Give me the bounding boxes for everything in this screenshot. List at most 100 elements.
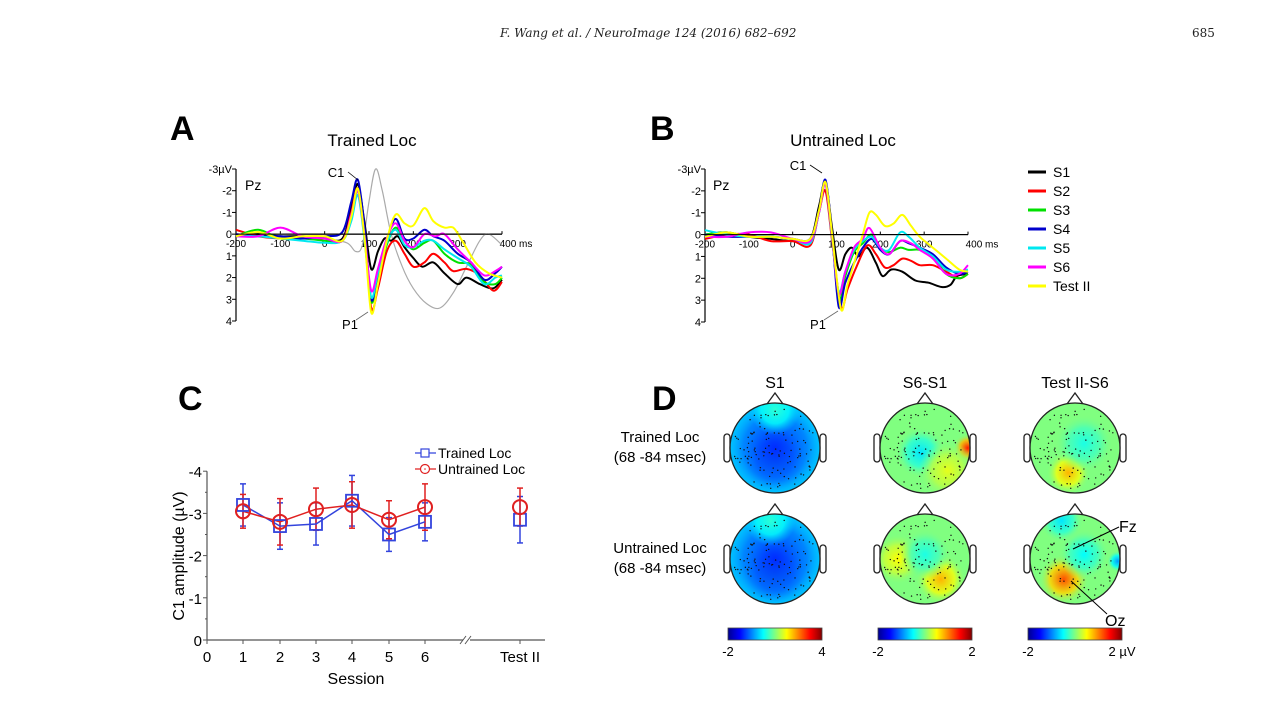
colorbar: -2 2 µV	[1022, 627, 1136, 659]
electrode-dot	[765, 524, 767, 527]
electrode-dot	[776, 413, 778, 416]
electrode-dot	[929, 472, 932, 475]
nose-icon	[1066, 391, 1084, 405]
nose-icon	[916, 502, 934, 516]
electrode-dot	[1047, 436, 1049, 438]
electrode-dot	[1103, 439, 1105, 442]
electrode-dot	[908, 569, 910, 571]
electrode-dot	[958, 576, 961, 578]
electrode-dot	[926, 413, 928, 416]
electrode-dot	[1039, 447, 1041, 450]
electrode-dot	[884, 457, 887, 460]
electrode-dot	[1058, 422, 1061, 424]
electrode-dot	[952, 474, 955, 476]
electrode-dot	[798, 428, 801, 430]
electrode-dot	[753, 592, 755, 594]
electrode-dot	[808, 465, 811, 467]
electrode-dot	[952, 428, 955, 430]
electrode-dot	[1083, 408, 1085, 411]
electrode-dot	[748, 566, 750, 569]
electrode-dot	[750, 567, 753, 570]
electrode-dot	[929, 484, 931, 487]
electrode-dot	[1094, 483, 1096, 485]
electrode-dot	[794, 577, 796, 579]
electrode-dot	[774, 559, 777, 561]
electrode-dot	[798, 566, 800, 568]
x-tick-label: -200	[226, 239, 246, 250]
electrode-dot	[787, 462, 789, 464]
electrode-dot	[1109, 469, 1111, 471]
electrode-dot	[808, 541, 811, 543]
electrode-dot	[1105, 453, 1108, 455]
electrode-dot	[1097, 456, 1099, 459]
electrode-dot	[1066, 432, 1069, 434]
electrode-dot	[760, 595, 763, 597]
electrode-dot	[904, 447, 906, 449]
electrode-dot	[767, 525, 769, 528]
legend-square-icon	[420, 448, 430, 458]
electrode-dot	[1034, 457, 1037, 460]
electrode-dot	[785, 439, 787, 441]
electrode-dot	[1089, 571, 1091, 574]
electrode-dot	[903, 432, 905, 434]
electrode-dot	[933, 579, 935, 581]
electrode-dot	[1054, 558, 1056, 560]
electrode-dot	[789, 460, 791, 463]
electrode-dot	[928, 543, 930, 545]
column-title: S6-S1	[903, 375, 948, 392]
electrode-dot	[1098, 566, 1100, 568]
electrode-dot	[743, 449, 745, 451]
electrode-label: Pz	[713, 177, 729, 193]
electrode-dot	[887, 438, 889, 440]
electrode-dot	[794, 483, 796, 485]
electrode-dot	[1078, 482, 1080, 485]
electrode-dot	[750, 456, 753, 459]
electrode-dot	[1033, 455, 1036, 458]
electrode-dot	[747, 462, 749, 464]
electrode-dot	[1070, 453, 1073, 455]
electrode-dot	[1046, 446, 1049, 449]
electrode-dot	[1063, 562, 1066, 564]
electrode-dot	[1063, 538, 1066, 541]
electrode-dot	[747, 561, 750, 564]
electrode-dot	[765, 544, 767, 547]
electrode-dot	[1079, 595, 1081, 598]
electrode-dot	[1053, 481, 1055, 483]
electrode-dot	[1079, 561, 1081, 563]
electrode-dot	[1073, 432, 1076, 434]
electrode-dot	[785, 550, 787, 552]
electrode-dot	[916, 483, 918, 485]
electrode-dot	[768, 556, 770, 558]
electrode-dot	[910, 417, 912, 419]
electrode-dot	[1079, 583, 1082, 586]
electrode-dot	[763, 562, 766, 564]
x-tick-label: 300	[449, 239, 466, 250]
electrode-dot	[1107, 460, 1109, 462]
electrode-dot	[962, 543, 964, 545]
electrode-dot	[1091, 553, 1094, 555]
electrode-dot	[1039, 572, 1041, 574]
electrode-dot	[886, 548, 888, 550]
electrode-dot	[928, 455, 930, 457]
y-tick-label: 0	[695, 230, 701, 242]
electrode-dot	[774, 521, 776, 524]
electrode-dot	[916, 543, 919, 545]
electrode-dot	[903, 525, 906, 528]
legend-label: S5	[1053, 240, 1070, 256]
page-number: 685	[1192, 26, 1215, 40]
electrode-dot	[1094, 594, 1096, 596]
electrode-dot	[1047, 553, 1050, 555]
legend-dot-icon	[424, 468, 426, 470]
electrode-dot	[915, 433, 917, 436]
series-line-s2	[704, 189, 969, 310]
scalp-fill	[880, 514, 970, 604]
electrode-dot	[1110, 449, 1112, 451]
electrode-dot	[1099, 448, 1101, 450]
electrode-dot	[914, 558, 917, 561]
electrode-dot	[884, 435, 887, 438]
electrode-dot	[909, 537, 911, 539]
electrode-dot	[768, 445, 770, 447]
colorbar-gradient	[877, 627, 973, 641]
electrode-dot	[1073, 414, 1076, 416]
electrode-dot	[949, 566, 952, 568]
